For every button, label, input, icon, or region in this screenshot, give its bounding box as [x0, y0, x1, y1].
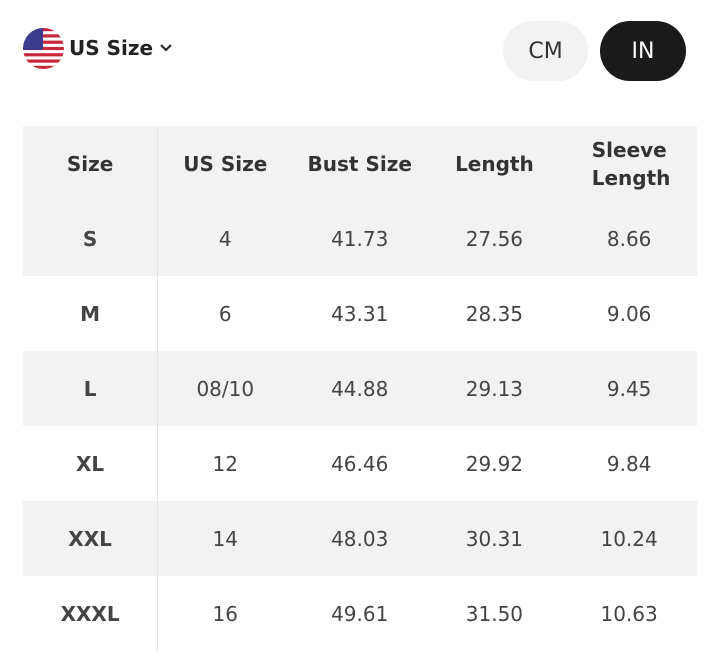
- table-header-row: Size US Size Bust Size Length Sleeve Length: [23, 126, 697, 201]
- measure-cell: 9.45: [606, 376, 652, 401]
- measure-cell: 16: [212, 601, 238, 626]
- measure-cell: 12: [212, 451, 238, 476]
- measure-cell: 8.66: [606, 226, 652, 251]
- size-selector[interactable]: US Size: [69, 34, 173, 62]
- measure-cell: 14: [212, 526, 238, 551]
- measure-cell: 49.61: [331, 601, 389, 626]
- size-selector-label[interactable]: US Size: [69, 36, 154, 60]
- measure-cell: 48.03: [331, 526, 389, 551]
- size-cell: XXL: [23, 501, 159, 576]
- measure-cell: 27.56: [465, 226, 524, 251]
- table-row: S 4 41.73 27.56 8.66: [23, 201, 697, 276]
- unit-toggle-in[interactable]: IN: [600, 21, 686, 81]
- size-cell: XL: [23, 426, 159, 501]
- measure-cell: 30.31: [465, 526, 524, 551]
- size-cell: L: [23, 351, 159, 426]
- measure-cell: 43.31: [331, 301, 389, 326]
- table-body: S 4 41.73 27.56 8.66 M 6 43.31 28.35 9.06 L 08/10 44…: [23, 201, 697, 651]
- size-cell: S: [23, 201, 159, 276]
- column-header: Bust Size: [307, 151, 412, 176]
- measure-cell: 4: [218, 226, 232, 251]
- size-table: Size US Size Bust Size Length Sleeve Length …: [23, 126, 697, 651]
- measure-cell: 10.24: [600, 526, 658, 551]
- us-flag-icon: [23, 28, 64, 69]
- table-row: L 08/10 44.88 29.13 9.45: [23, 351, 697, 426]
- measure-cell: 41.73: [331, 226, 389, 251]
- measure-cell: 29.92: [465, 451, 524, 476]
- size-cell: XXXL: [23, 576, 159, 651]
- column-header: US Size: [183, 151, 268, 176]
- measure-cell: 44.88: [331, 376, 389, 401]
- measure-cell: 9.84: [606, 451, 652, 476]
- column-header: Size: [23, 126, 159, 201]
- measure-cell: 10.63: [600, 601, 658, 626]
- table-row: XXXL 16 49.61 31.50 10.63: [23, 576, 697, 651]
- measure-cell: 6: [218, 301, 232, 326]
- header-bar: US Size CM IN: [0, 0, 720, 100]
- measure-cell: 9.06: [606, 301, 652, 326]
- measure-cell: 28.35: [465, 301, 524, 326]
- measure-cell: 31.50: [465, 601, 524, 626]
- size-cell: M: [23, 276, 159, 351]
- table-row: XXL 14 48.03 30.31 10.24: [23, 501, 697, 576]
- table-row: M 6 43.31 28.35 9.06: [23, 276, 697, 351]
- unit-toggle-cm[interactable]: CM: [503, 21, 588, 81]
- table-row: XL 12 46.46 29.92 9.84: [23, 426, 697, 501]
- column-header: Length: [455, 151, 534, 176]
- column-header: Sleeve Length: [591, 137, 671, 190]
- measure-cell: 46.46: [331, 451, 389, 476]
- measure-cell: 08/10: [196, 376, 255, 401]
- chevron-down: [160, 44, 172, 52]
- measure-cell: 29.13: [465, 376, 524, 401]
